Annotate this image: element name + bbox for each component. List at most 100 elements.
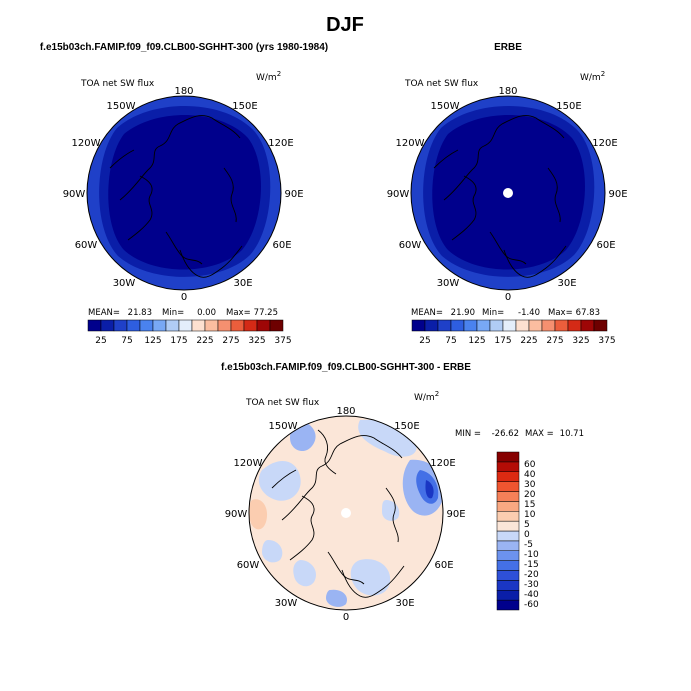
colorbar-swatch — [496, 550, 520, 561]
cbar-tick-275: 275 — [546, 336, 563, 346]
cbar-tick-5: 5 — [524, 520, 530, 530]
cbar-tick-25: 25 — [419, 336, 430, 346]
cbar-tick-0: 0 — [524, 530, 530, 540]
colorbar-swatch — [230, 319, 245, 332]
colorbar-swatch — [496, 481, 520, 492]
panel-model-min-value: 0.00 — [197, 308, 216, 318]
panel-diff-colorbar — [496, 451, 520, 611]
panel-model-min-label: Min= — [162, 308, 184, 318]
lon-label-30e: 30E — [395, 598, 414, 609]
panel-diff-lon-labels: 180 150E 120E 90E 60E 30E 0 30W 60W 90W … — [225, 406, 466, 623]
panel-erbe-max-label: Max= — [548, 308, 573, 318]
lon-label-150e: 150E — [232, 101, 257, 112]
colorbar-swatch — [567, 319, 582, 332]
colorbar-swatch — [541, 319, 556, 332]
colorbar-swatch — [593, 319, 608, 332]
colorbar-swatch — [126, 319, 141, 332]
panel-erbe: ERBE TOA net SW flux W/m2 180 150E 120E … — [387, 42, 628, 346]
lon-label-150w: 150W — [431, 101, 460, 112]
cbar-tick-minus-15: -15 — [524, 560, 539, 570]
cbar-tick-minus-5: -5 — [524, 540, 533, 550]
panel-erbe-mean-value: 21.90 — [451, 308, 475, 318]
lon-label-180: 180 — [498, 86, 517, 97]
lon-label-90w: 90W — [387, 189, 410, 200]
colorbar-swatch — [496, 511, 520, 522]
lon-label-120e: 120E — [268, 138, 293, 149]
panel-erbe-min-value: -1.40 — [518, 308, 540, 318]
cbar-tick-375: 375 — [598, 336, 615, 346]
panel-model: f.e15b03ch.FAMIP.f09_f09.CLB00-SGHHT-300… — [40, 42, 328, 346]
lon-label-60w: 60W — [399, 240, 422, 251]
colorbar-swatch — [476, 319, 491, 332]
cbar-tick-325: 325 — [248, 336, 265, 346]
cbar-tick-325: 325 — [572, 336, 589, 346]
colorbar-swatch — [165, 319, 180, 332]
panel-erbe-mean-label: MEAN= — [411, 308, 443, 318]
colorbar-swatch — [204, 319, 219, 332]
panel-diff-units: W/m2 — [414, 390, 439, 403]
lon-label-30w: 30W — [275, 598, 298, 609]
panel-model-mean-label: MEAN= — [88, 308, 120, 318]
colorbar-swatch — [152, 319, 167, 332]
panel-model-boundary — [86, 95, 282, 291]
lon-label-0: 0 — [505, 292, 511, 303]
panel-diff-variable: TOA net SW flux — [245, 398, 320, 408]
panel-diff: f.e15b03ch.FAMIP.f09_f09.CLB00-SGHHT-300… — [221, 362, 584, 623]
cbar-tick-225: 225 — [196, 336, 213, 346]
panel-diff-pole-gap — [341, 508, 351, 518]
colorbar-swatch — [496, 451, 520, 463]
colorbar-swatch — [489, 319, 504, 332]
lon-label-30e: 30E — [557, 278, 576, 289]
panel-diff-min-value: -26.62 — [492, 429, 519, 439]
panel-model-stats: MEAN= 21.83 Min= 0.00 Max= 77.25 — [88, 308, 278, 318]
panel-diff-max-value: 10.71 — [560, 429, 584, 439]
lon-label-30w: 30W — [113, 278, 136, 289]
panel-diff-colorbar-ticks: 60 40 30 20 15 10 5 0 -5 -10 -15 -20 -30… — [524, 460, 539, 610]
lon-label-90w: 90W — [63, 189, 86, 200]
panel-erbe-variable: TOA net SW flux — [404, 79, 479, 89]
colorbar-swatch — [496, 540, 520, 551]
colorbar-swatch — [100, 319, 115, 332]
panel-erbe-units: W/m2 — [580, 70, 605, 83]
colorbar-swatch — [496, 530, 520, 542]
cbar-tick-30: 30 — [524, 480, 536, 490]
cbar-tick-125: 125 — [468, 336, 485, 346]
colorbar-swatch — [256, 319, 271, 332]
cbar-tick-25: 25 — [95, 336, 106, 346]
cbar-tick-minus-20: -20 — [524, 570, 539, 580]
panel-diff-min-label: MIN = — [455, 429, 481, 439]
panel-diff-max-label: MAX = — [525, 429, 554, 439]
panel-erbe-stats: MEAN= 21.90 Min= -1.40 Max= 67.83 — [411, 308, 600, 318]
colorbar-swatch — [580, 319, 595, 332]
lon-label-150e: 150E — [556, 101, 581, 112]
panel-diff-stats: MIN = -26.62 MAX = 10.71 — [455, 429, 584, 439]
lon-label-30w: 30W — [437, 278, 460, 289]
panel-erbe-pole-gap — [503, 188, 513, 198]
lon-label-120e: 120E — [430, 458, 455, 469]
cbar-tick-375: 375 — [274, 336, 291, 346]
lon-label-0: 0 — [343, 612, 349, 623]
panel-erbe-colorbar-ticks: 25 75 125 175 225 275 325 375 — [419, 336, 615, 346]
panel-model-colorbar — [87, 319, 284, 332]
colorbar-swatch — [269, 319, 284, 332]
colorbar-swatch — [496, 520, 520, 532]
lon-label-90e: 90E — [284, 189, 303, 200]
panel-erbe-boundary — [410, 95, 606, 291]
colorbar-swatch — [515, 319, 530, 332]
colorbar-swatch — [496, 590, 520, 601]
colorbar-swatch — [496, 491, 520, 502]
lon-label-120e: 120E — [592, 138, 617, 149]
lon-label-30e: 30E — [233, 278, 252, 289]
colorbar-swatch — [424, 319, 439, 332]
panel-erbe-title: ERBE — [494, 42, 522, 53]
panel-erbe-lon-labels: 180 150E 120E 90E 60E 30E 0 30W 60W 90W … — [387, 86, 628, 303]
cbar-tick-20: 20 — [524, 490, 536, 500]
colorbar-swatch — [139, 319, 154, 332]
lon-label-90e: 90E — [608, 189, 627, 200]
lon-label-180: 180 — [174, 86, 193, 97]
colorbar-swatch — [496, 599, 520, 611]
lon-label-150w: 150W — [107, 101, 136, 112]
colorbar-swatch — [528, 319, 543, 332]
panel-model-coastlines — [109, 115, 243, 278]
